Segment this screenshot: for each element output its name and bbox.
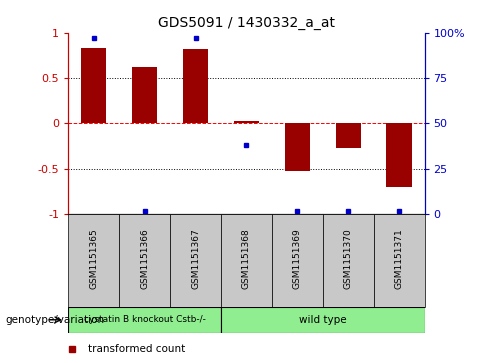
Bar [170,214,221,307]
Text: GSM1151368: GSM1151368 [242,228,251,289]
Bar [132,67,157,123]
Text: GSM1151366: GSM1151366 [140,228,149,289]
Bar [285,123,310,171]
Bar [336,123,361,148]
Bar [68,214,119,307]
Bar [272,214,323,307]
Bar [221,214,272,307]
Bar [323,214,374,307]
Bar [374,214,425,307]
Bar [81,48,106,123]
Text: cystatin B knockout Cstb-/-: cystatin B knockout Cstb-/- [84,315,205,324]
Bar [119,214,170,307]
Text: GSM1151371: GSM1151371 [395,228,404,289]
Text: GSM1151367: GSM1151367 [191,228,200,289]
Text: GSM1151369: GSM1151369 [293,228,302,289]
Bar [183,49,208,123]
Text: wild type: wild type [299,315,346,325]
Text: transformed count: transformed count [88,344,185,354]
Text: GSM1151365: GSM1151365 [89,228,98,289]
Bar [386,123,412,187]
Text: genotype/variation: genotype/variation [5,315,104,325]
Title: GDS5091 / 1430332_a_at: GDS5091 / 1430332_a_at [158,16,335,30]
Bar [68,307,221,333]
Bar [234,121,259,123]
Bar [221,307,425,333]
Text: GSM1151370: GSM1151370 [344,228,353,289]
